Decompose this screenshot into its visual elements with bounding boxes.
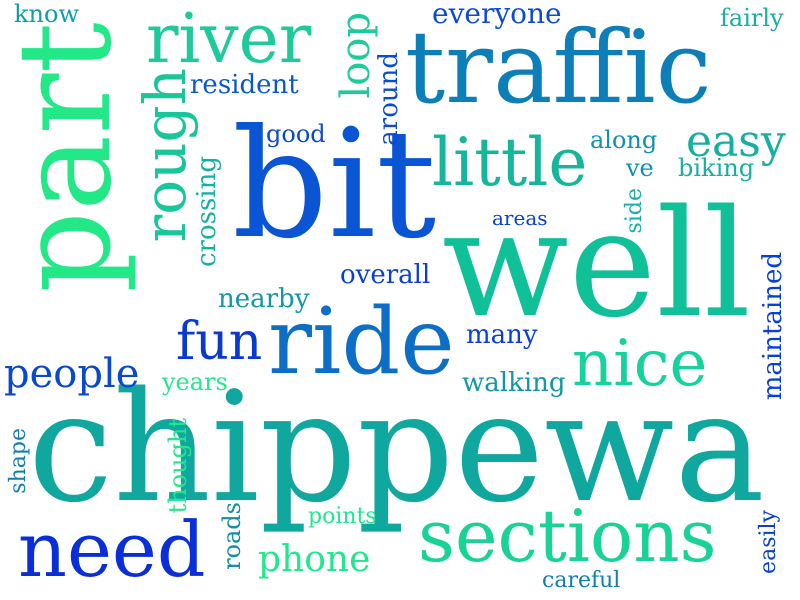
word-side: side — [622, 188, 647, 234]
word-loop: loop — [333, 12, 379, 99]
word-roads: roads — [218, 502, 246, 570]
word-biking: biking — [678, 154, 755, 182]
word-thought: thought — [164, 418, 192, 514]
word-people: people — [4, 351, 140, 397]
word-know: know — [14, 0, 79, 28]
word-chippewa: chippewa — [28, 359, 765, 536]
word-sections: sections — [418, 494, 717, 578]
word-part: part — [0, 22, 140, 293]
word-ride: ride — [268, 288, 455, 395]
word-rough: rough — [131, 68, 199, 243]
word-good: good — [266, 120, 326, 148]
word-need: need — [18, 505, 206, 594]
word-everyone: everyone — [432, 0, 562, 30]
word-resident: resident — [190, 70, 299, 100]
word-ve: ve — [626, 154, 654, 182]
word-along: along — [590, 126, 658, 154]
word-many: many — [466, 320, 538, 350]
word-walking: walking — [462, 368, 566, 398]
word-crossing: crossing — [192, 156, 222, 268]
word-easily: easily — [756, 510, 781, 574]
word-river: river — [146, 0, 312, 79]
word-shape: shape — [6, 428, 31, 494]
word-years: years — [162, 368, 228, 396]
word-bit: bit — [232, 98, 437, 272]
word-nice: nice — [572, 327, 708, 401]
word-careful: careful — [542, 568, 621, 593]
word-points: points — [308, 504, 377, 529]
word-phone: phone — [258, 539, 371, 580]
word-overall: overall — [340, 260, 431, 290]
word-easy: easy — [686, 116, 786, 167]
word-areas: areas — [492, 206, 548, 230]
word-around: around — [374, 52, 404, 146]
word-traffic: traffic — [405, 9, 712, 126]
word-well: well — [442, 178, 751, 350]
word-fairly: fairly — [720, 4, 784, 32]
word-fun: fun — [176, 312, 263, 372]
word-nearby: nearby — [218, 284, 310, 314]
word-maintained: maintained — [758, 252, 788, 401]
word-little: little — [432, 124, 588, 201]
